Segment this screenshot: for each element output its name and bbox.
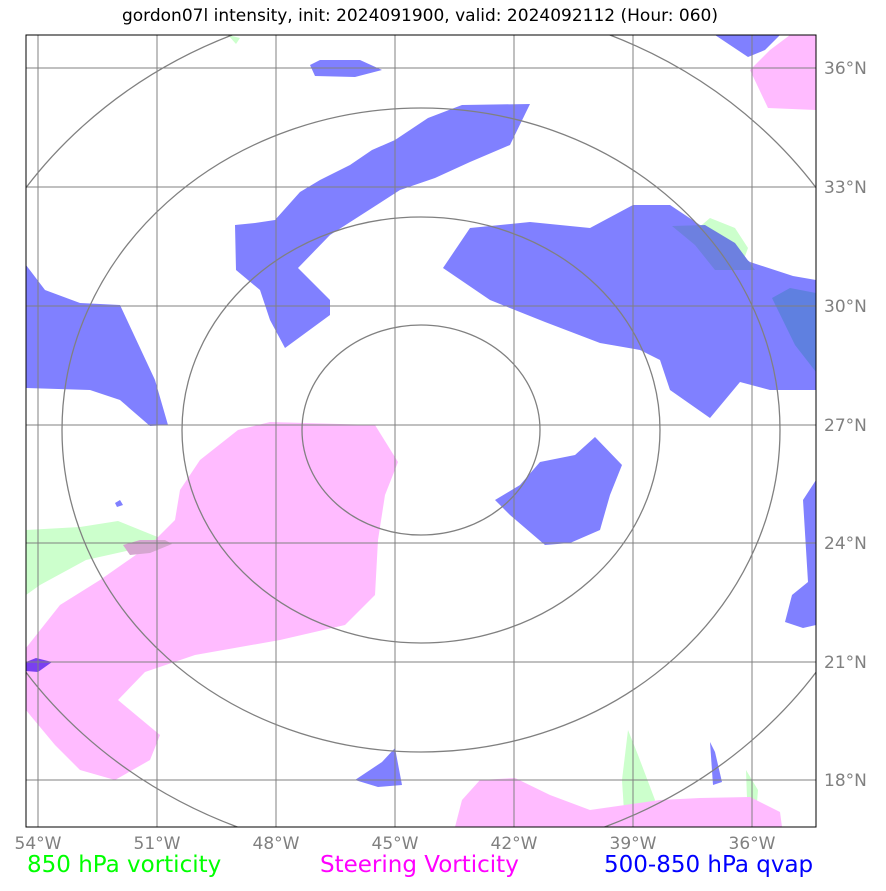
lat-tick-label: 18°N xyxy=(824,771,867,791)
lon-tick-label: 39°W xyxy=(610,834,657,854)
lon-tick-labels: 54°W 51°W 48°W 45°W 42°W 39°W 36°W xyxy=(15,834,776,854)
lat-tick-label: 33°N xyxy=(824,178,867,198)
legend-850-vorticity: 850 hPa vorticity xyxy=(27,852,222,878)
gridlines xyxy=(26,35,816,827)
lon-tick-label: 54°W xyxy=(15,834,62,854)
lat-tick-label: 24°N xyxy=(824,534,867,554)
lon-tick-label: 36°W xyxy=(729,834,776,854)
lon-tick-label: 42°W xyxy=(491,834,538,854)
legend-steering-vorticity: Steering Vorticity xyxy=(320,852,519,878)
lat-tick-labels: 36°N 33°N 30°N 27°N 24°N 21°N 18°N xyxy=(824,59,867,791)
steering-vorticity-fields xyxy=(26,35,816,827)
range-rings xyxy=(26,35,816,827)
lon-tick-label: 48°W xyxy=(253,834,300,854)
qvap-fields xyxy=(26,35,816,787)
lat-tick-label: 27°N xyxy=(824,416,867,436)
overlap-fields xyxy=(26,225,816,672)
lat-tick-label: 21°N xyxy=(824,653,867,673)
legend-qvap: 500-850 hPa qvap xyxy=(604,852,814,878)
lon-tick-label: 45°W xyxy=(372,834,419,854)
lon-tick-label: 51°W xyxy=(134,834,181,854)
lat-tick-label: 36°N xyxy=(824,59,867,79)
map-frame xyxy=(25,34,817,828)
lat-tick-label: 30°N xyxy=(824,297,867,317)
map-title: gordon07l intensity, init: 2024091900, v… xyxy=(121,6,718,26)
